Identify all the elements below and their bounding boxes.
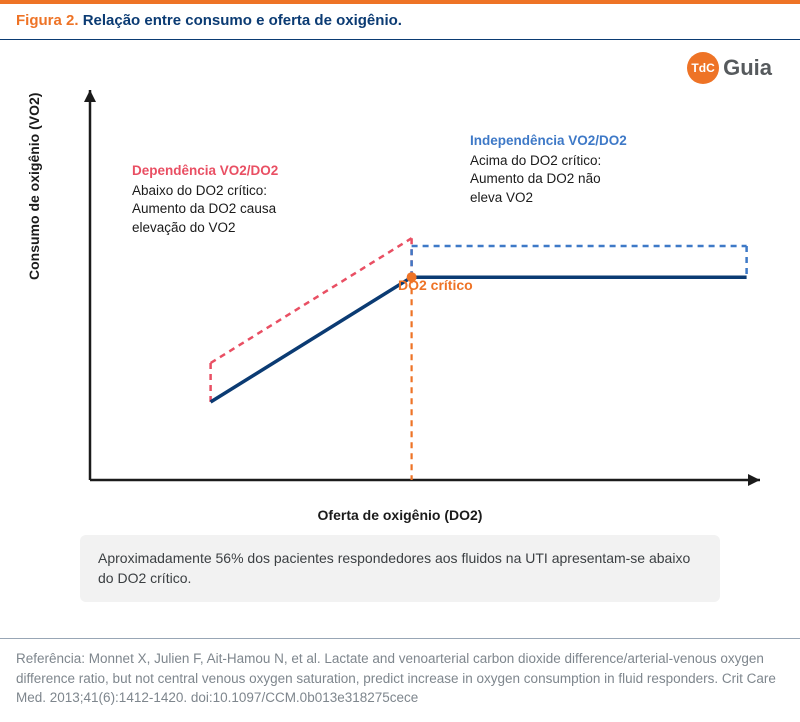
dependence-title: Dependência VO2/DO2 bbox=[132, 162, 362, 180]
independence-subtitle: Acima do DO2 crítico: Aumento da DO2 não… bbox=[470, 152, 730, 207]
independence-annotation: Independência VO2/DO2 Acima do DO2 críti… bbox=[470, 132, 730, 207]
critical-point-label: DO2 crítico bbox=[398, 277, 473, 293]
figure-title: Relação entre consumo e oferta de oxigên… bbox=[83, 12, 402, 29]
note-box: Aproximadamente 56% dos pacientes respon… bbox=[80, 535, 720, 602]
independence-title: Independência VO2/DO2 bbox=[470, 132, 730, 150]
figure-container: Figura 2. Relação entre consumo e oferta… bbox=[0, 0, 800, 722]
figure-label: Figura 2. bbox=[16, 12, 79, 29]
brand-logo: TdC Guia bbox=[687, 52, 772, 84]
dependence-subtitle: Abaixo do DO2 crítico: Aumento da DO2 ca… bbox=[132, 182, 362, 237]
dependence-annotation: Dependência VO2/DO2 Abaixo do DO2 crític… bbox=[132, 162, 362, 237]
chart-area: TdC Guia Consumo de oxigênio (VO2) Depen… bbox=[0, 40, 800, 638]
reference-footer: Referência: Monnet X, Julien F, Ait-Hamo… bbox=[0, 638, 800, 722]
logo-text: Guia bbox=[723, 55, 772, 81]
figure-header: Figura 2. Relação entre consumo e oferta… bbox=[0, 4, 800, 40]
header-text: Figura 2. Relação entre consumo e oferta… bbox=[16, 12, 784, 29]
y-axis-label: Consumo de oxigênio (VO2) bbox=[26, 93, 42, 280]
logo-badge-icon: TdC bbox=[687, 52, 719, 84]
